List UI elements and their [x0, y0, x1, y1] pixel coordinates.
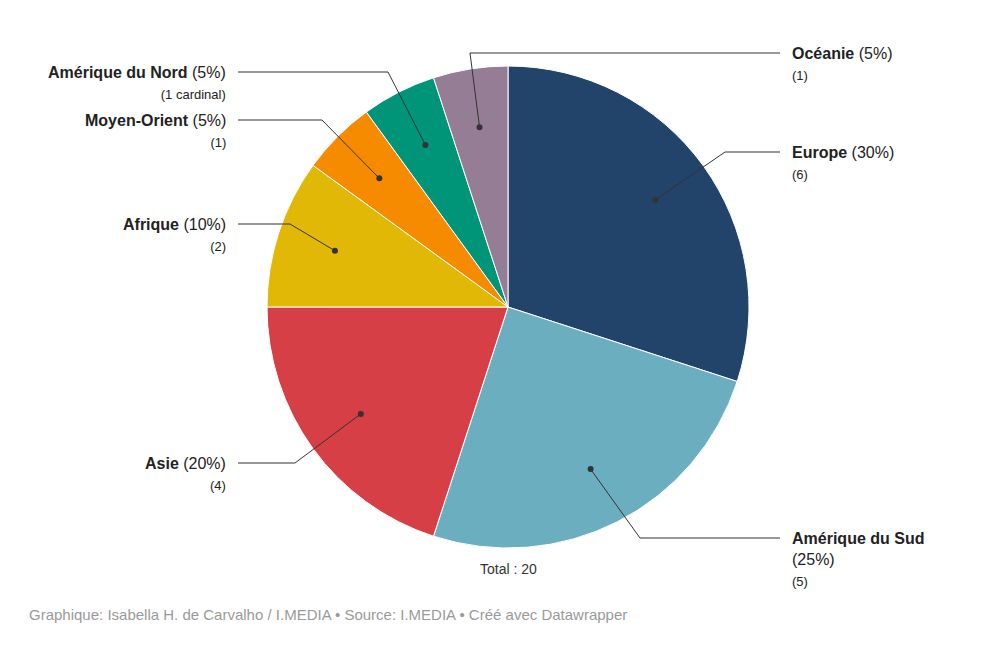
svg-text:Total : 20: Total : 20 — [480, 561, 537, 577]
svg-text:Océanie (5%)(1): Océanie (5%)(1) — [792, 45, 893, 83]
svg-text:Asie (20%)(4): Asie (20%)(4) — [145, 455, 226, 493]
svg-text:Europe (30%)(6): Europe (30%)(6) — [792, 144, 894, 182]
svg-text:Amérique du Nord (5%)(1 cardin: Amérique du Nord (5%)(1 cardinal) — [48, 64, 226, 102]
svg-text:Afrique (10%)(2): Afrique (10%)(2) — [123, 216, 226, 254]
svg-text:Moyen-Orient (5%)(1): Moyen-Orient (5%)(1) — [85, 112, 226, 150]
svg-text:Amérique du Sud(25%)(5): Amérique du Sud(25%)(5) — [792, 530, 924, 589]
svg-text:Graphique: Isabella H. de Carv: Graphique: Isabella H. de Carvalho / I.M… — [29, 606, 627, 623]
